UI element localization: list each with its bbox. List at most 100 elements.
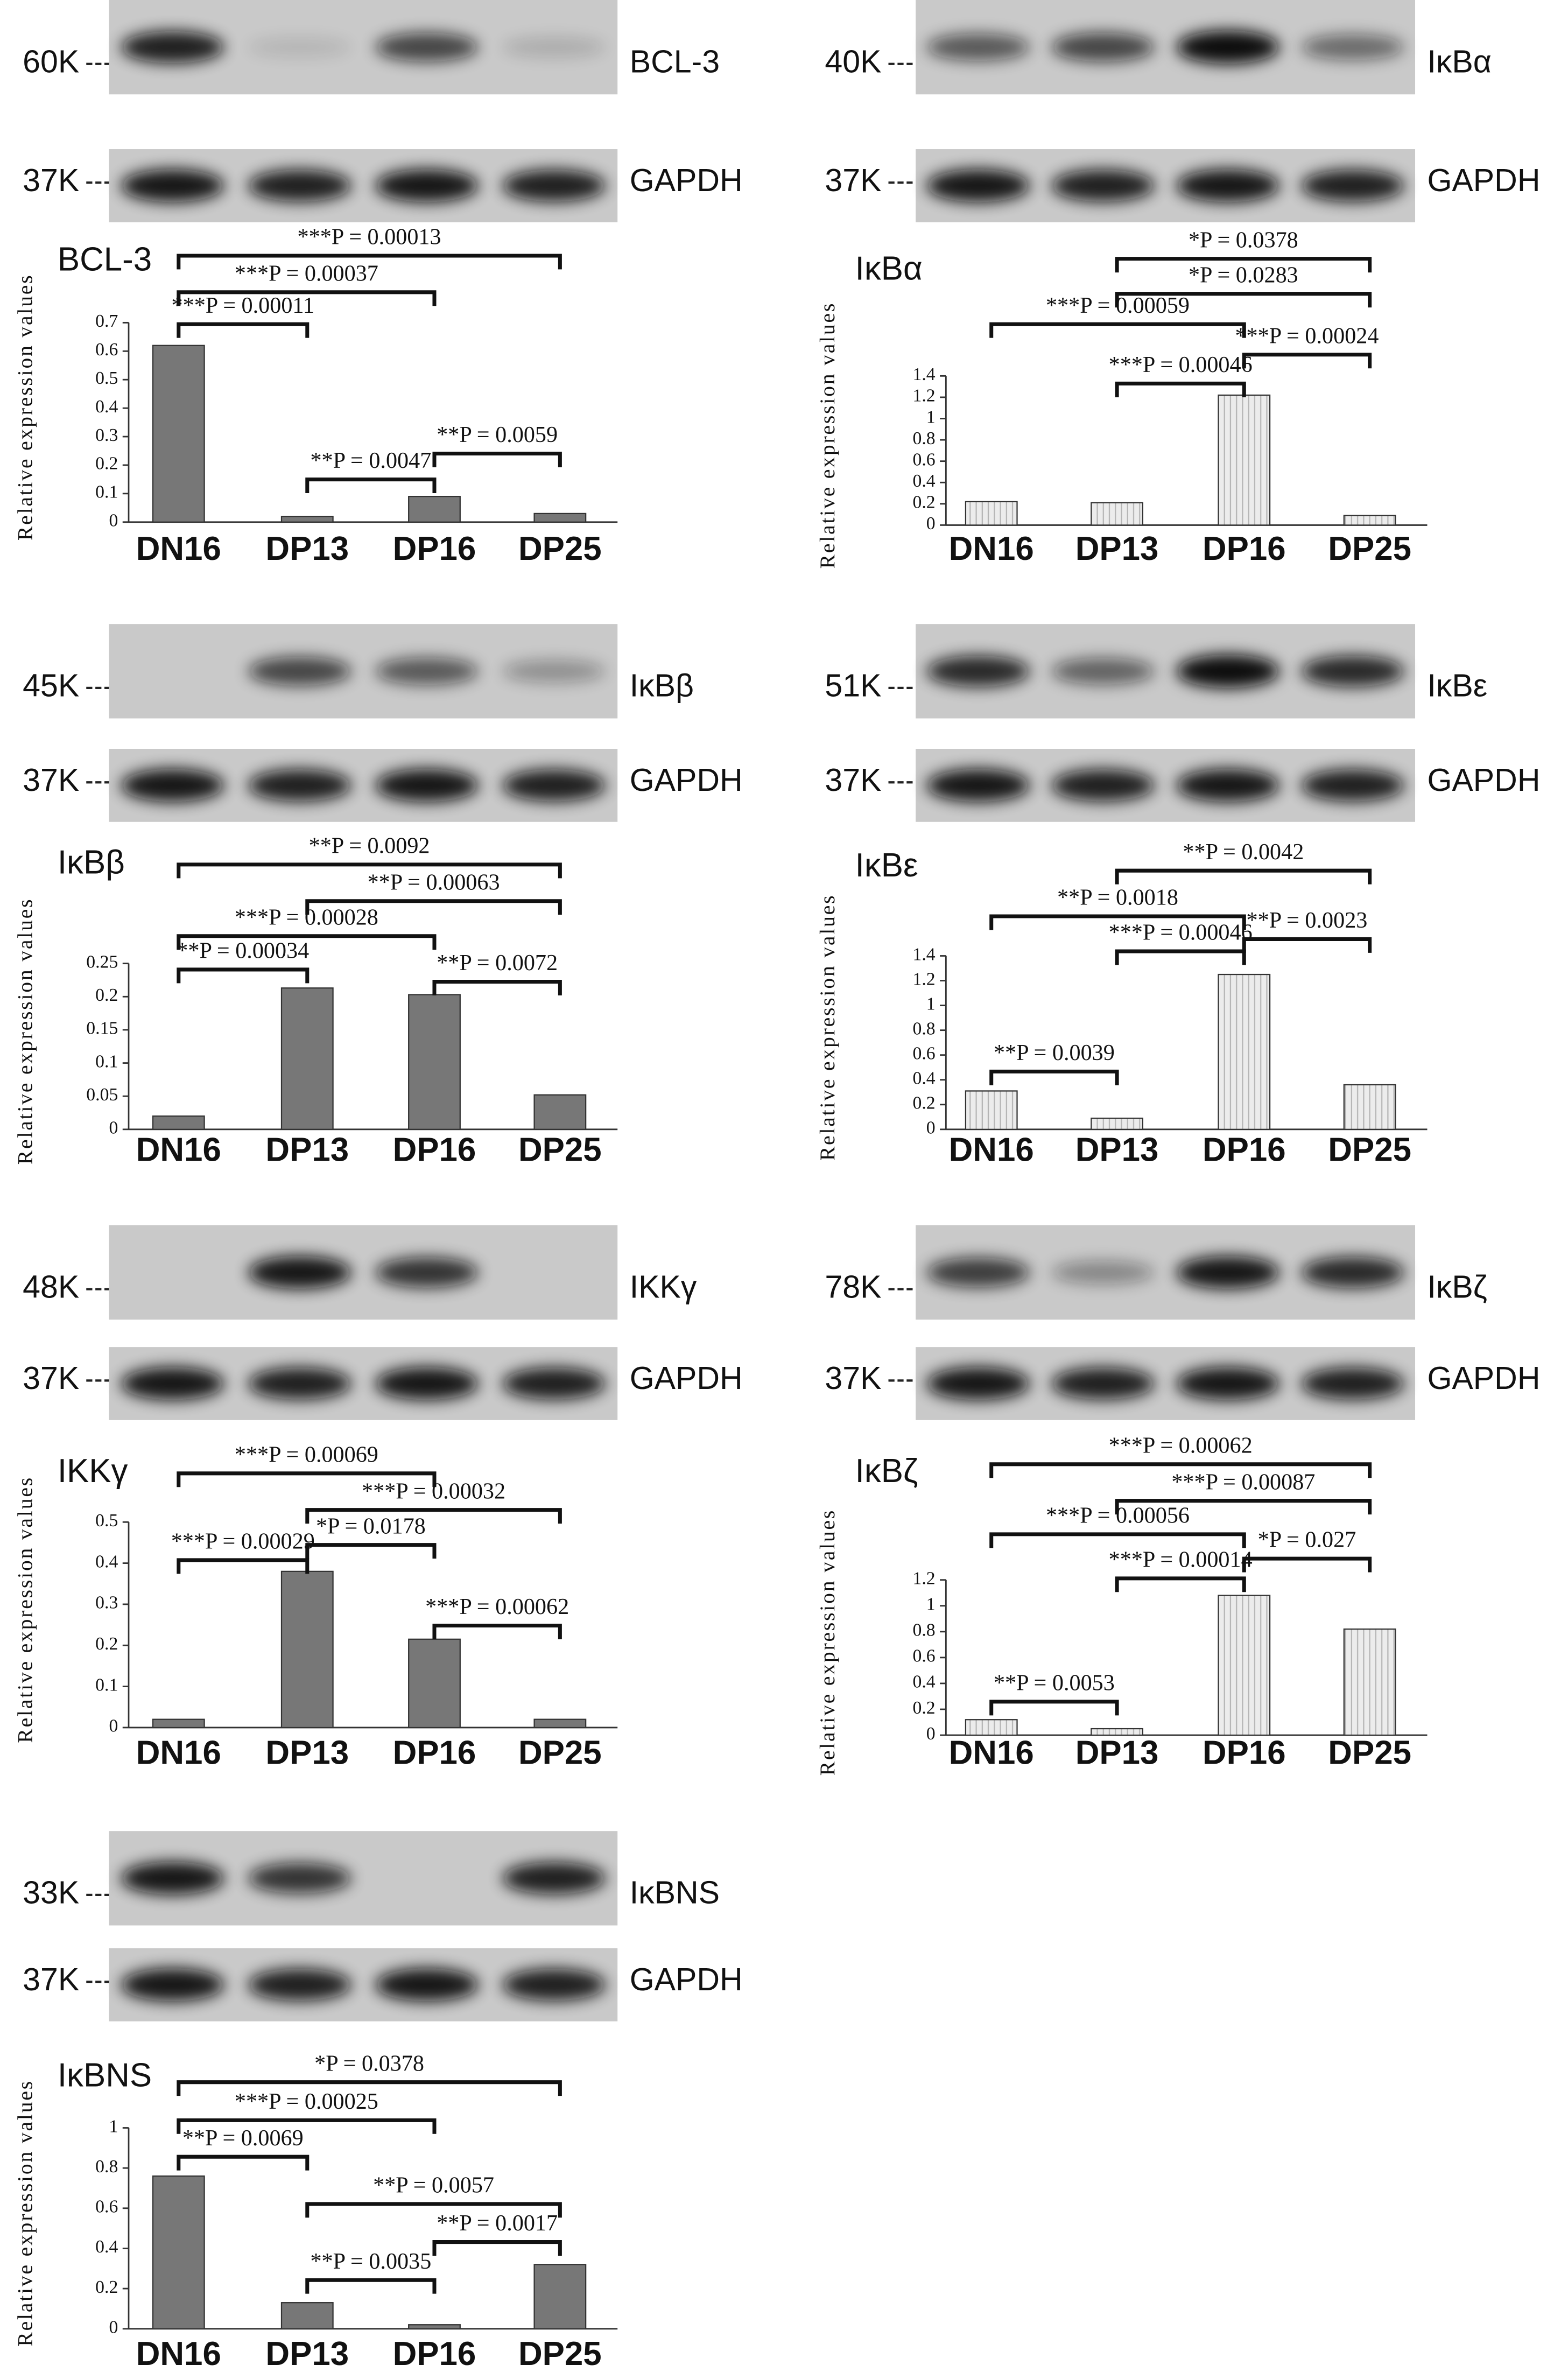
x-tick-label: DP16	[393, 530, 476, 567]
bar	[1218, 973, 1271, 1130]
x-tick-label: DP25	[1328, 1132, 1411, 1169]
y-tick-label: 0	[109, 1716, 118, 1736]
chart-title: IκBNS	[58, 2057, 152, 2094]
bar	[280, 516, 334, 523]
blot-band	[375, 1257, 479, 1288]
y-axis-label: Relative expression values	[815, 894, 839, 1161]
bar	[1218, 1595, 1271, 1736]
x-tick-label: DP16	[393, 2335, 476, 2373]
bar	[152, 1718, 205, 1729]
bar	[965, 501, 1018, 526]
y-tick-label: 0.2	[912, 493, 935, 513]
blot-marker: 48K	[23, 1268, 79, 1304]
significance-label: ***P = 0.00028	[235, 904, 378, 930]
blot-band	[926, 1367, 1030, 1400]
x-tick-label: DP16	[1203, 1734, 1286, 1771]
significance-bracket	[177, 322, 310, 338]
significance-bracket	[177, 934, 437, 950]
y-tick-label: 0.4	[95, 397, 118, 417]
bar	[408, 495, 461, 523]
y-tick-label: 0.4	[95, 2237, 118, 2257]
blot-band	[1176, 654, 1279, 688]
blot-label: GAPDH	[1428, 162, 1541, 198]
bar	[533, 513, 587, 523]
chart: 45K IκBβ 37K GAPDH IκBβ Relative expression v…	[13, 624, 743, 1169]
y-axis-label: Relative expression values	[815, 1509, 839, 1776]
y-tick-label: 0	[926, 1118, 936, 1138]
significance-label: ***P = 0.00013	[298, 224, 441, 250]
blot-label: GAPDH	[1428, 762, 1541, 798]
blot-band	[926, 1258, 1030, 1288]
significance-label: ***P = 0.00025	[235, 2089, 378, 2114]
blot-label: IκBα	[1428, 43, 1492, 79]
y-axis-label: Relative expression values	[13, 2080, 37, 2347]
bar	[408, 1638, 461, 1729]
chart: 40K IκBα 37K GAPDH IκBα Relative expression v…	[815, 0, 1540, 569]
significance-label: **P = 0.0047	[310, 448, 431, 473]
significance-bracket	[1115, 949, 1246, 965]
blot-band	[1301, 655, 1404, 687]
x-tick-label: DP16	[393, 1132, 476, 1169]
significance-bracket	[305, 478, 437, 494]
y-tick-label: 0.5	[95, 368, 118, 388]
significance-bracket	[1115, 1576, 1246, 1592]
y-tick-label: 0.6	[912, 1043, 935, 1063]
y-tick-label: 0.05	[86, 1085, 118, 1105]
significance-label: ***P = 0.00024	[1235, 323, 1379, 348]
bar	[408, 2324, 461, 2329]
significance-label: ***P = 0.00062	[425, 1594, 569, 1619]
y-tick-label: 1	[926, 407, 936, 427]
blot-label: IκBβ	[630, 667, 694, 703]
x-tick-label: DP13	[1075, 1132, 1159, 1169]
y-tick-label: 0.8	[95, 2157, 118, 2177]
y-axis-label: Relative expression values	[13, 1476, 37, 1743]
significance-bracket	[1242, 1556, 1372, 1573]
significance-bracket	[177, 862, 562, 879]
significance-label: **P = 0.0039	[994, 1040, 1115, 1065]
blot-band	[121, 169, 224, 202]
y-tick-label: 0.15	[86, 1019, 118, 1038]
blot-band	[248, 37, 351, 58]
x-tick-label: DP25	[1328, 530, 1411, 567]
significance-label: **P = 0.0057	[373, 2172, 494, 2198]
y-tick-label: 0.5	[95, 1511, 118, 1531]
y-axis-label: Relative expression values	[13, 274, 37, 541]
significance-bracket	[177, 290, 437, 306]
blot-band	[1051, 32, 1155, 62]
significance-bracket	[1242, 353, 1372, 369]
blot-band	[248, 769, 351, 802]
bar	[1091, 1117, 1144, 1130]
bar	[152, 345, 205, 523]
blot-band	[1051, 1367, 1155, 1400]
blot-band	[375, 32, 479, 62]
significance-bracket	[1242, 937, 1372, 953]
blot-band	[502, 1969, 606, 2001]
significance-bracket	[177, 1558, 310, 1574]
y-tick-label: 0	[926, 1724, 936, 1744]
significance-label: *P = 0.0378	[1189, 227, 1298, 252]
blot-band	[375, 769, 479, 802]
x-tick-label: DP13	[265, 1734, 349, 1771]
y-axis-label: Relative expression values	[815, 302, 839, 569]
significance-label: ***P = 0.00011	[172, 293, 314, 318]
y-tick-label: 1.2	[912, 386, 935, 406]
blot-band	[1301, 1367, 1404, 1400]
blot-label: IκBNS	[630, 1874, 720, 1910]
y-tick-label: 1.2	[912, 969, 935, 989]
y-tick-label: 0.3	[95, 425, 118, 445]
significance-bracket	[432, 2240, 562, 2256]
significance-bracket	[989, 1069, 1119, 1085]
blot-marker: 37K	[23, 1961, 79, 1997]
blot-band	[926, 655, 1030, 687]
blot-band	[1176, 1256, 1279, 1289]
chart: 78K IκBζ 37K GAPDH IκBζ Relative expression v…	[815, 1225, 1540, 1776]
significance-bracket	[989, 1700, 1119, 1716]
y-tick-label: 0.8	[912, 429, 935, 448]
chart-title: IκBζ	[855, 1452, 918, 1490]
y-tick-label: 1.4	[912, 364, 935, 384]
x-tick-label: DP16	[1203, 1132, 1286, 1169]
x-tick-label: DN16	[949, 530, 1034, 567]
blot-band	[1176, 169, 1279, 202]
y-tick-label: 1	[109, 2116, 118, 2136]
blot-band	[248, 656, 351, 686]
